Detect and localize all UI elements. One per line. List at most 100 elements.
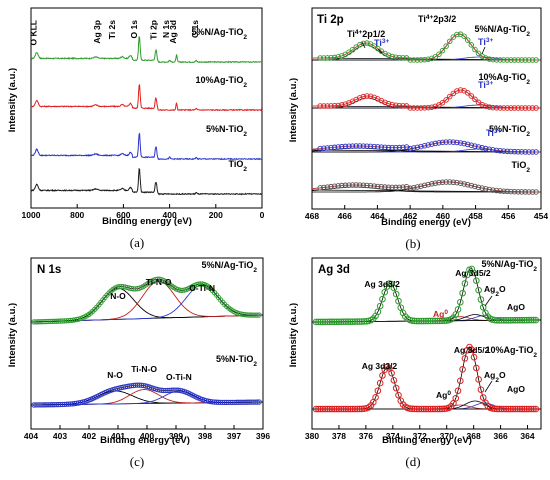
panel-d-data-point [452, 394, 460, 402]
panel-d-data-point [507, 316, 514, 324]
panel-d-data-point [429, 317, 437, 325]
panel-b-data-point [407, 57, 413, 63]
panel-b-data-point [357, 143, 363, 149]
panel-d-data-point [507, 405, 514, 413]
panel-b-data-point [389, 144, 395, 151]
panel-b-data-point [392, 184, 399, 191]
panel-b-data-point [436, 140, 442, 146]
panel-b-data-point [410, 145, 417, 151]
panel-b-data-point [508, 105, 514, 111]
panel-b-data-point [529, 57, 536, 63]
panel-d-data-point [422, 317, 430, 325]
panel-b-data-point [389, 101, 395, 108]
panel-d-data-point [372, 394, 379, 401]
panel-d-data-point [518, 405, 526, 413]
panel-b-data-point [317, 185, 323, 191]
panel-b-data-point [321, 55, 327, 61]
panel-d-data-point [415, 405, 423, 413]
panel-d-data-point [491, 405, 498, 413]
panel-b-data-point [493, 57, 500, 63]
panel-c-component-label: Ti-N-O [146, 277, 172, 287]
panel-b-data-point [396, 102, 403, 109]
panel-c-x-tick-label: 404 [24, 431, 38, 441]
panel-c-x-tick-label: 399 [169, 431, 183, 441]
panel-a-xlabel: Binding energy (eV) [102, 216, 192, 227]
panel-b-x-tick-label: 458 [468, 211, 482, 221]
panel-d-data-point [521, 405, 528, 413]
panel-b-data-point [428, 104, 435, 110]
panel-b-x-tick-label: 460 [436, 211, 450, 221]
panel-a-x-tick-label: 1000 [22, 210, 41, 220]
panel-b-data-point [331, 102, 338, 109]
panel-d-data-point [431, 317, 439, 325]
panel-a-plot-frame [30, 7, 263, 209]
panel-d-data-point [479, 303, 487, 311]
panel-d-data-point [347, 318, 354, 325]
panel-b-data-point [454, 139, 460, 146]
panel-d-data-point [333, 405, 340, 413]
panel-b-data-point [418, 143, 424, 150]
panel-b-data-point [472, 46, 478, 53]
panel-b-data-point [436, 51, 442, 58]
panel-b-data-point [526, 189, 532, 195]
panel-b-data-point [342, 101, 349, 107]
panel-b-data-point [515, 57, 521, 63]
panel-c: Intensity (a.u.) Binding energy (eV) (c)… [7, 257, 270, 469]
panel-b-data-point [414, 105, 421, 111]
panel-b-data-point [357, 95, 363, 101]
panel-d-data-point [516, 316, 524, 324]
panel-b-data-point [421, 105, 428, 111]
panel-d-data-point [530, 316, 537, 324]
panel-b-data-point [335, 144, 341, 150]
panel-b-data-point [511, 148, 518, 155]
panel-a-ylabel: Intensity (a.u.) [7, 68, 18, 132]
panel-d-data-point [319, 405, 327, 413]
panel-d-data-point [511, 316, 519, 324]
panel-d-data-point [349, 318, 356, 325]
panel-d-data-point [347, 405, 354, 413]
panel-d-data-point [395, 391, 402, 399]
panel-b-data-point [324, 184, 331, 190]
panel-b-data-point [328, 103, 334, 109]
panel-b-data-point [446, 38, 453, 45]
panel-b-data-point [511, 57, 518, 63]
panel-d-data-point [326, 318, 334, 326]
panel-b-data-point [526, 57, 532, 63]
panel-b-data-point [400, 184, 406, 190]
panel-d-data-point [454, 387, 462, 395]
panel-d-data-point [457, 377, 464, 385]
panel-d-data-point [523, 405, 531, 413]
panel-d-data-point [495, 405, 503, 413]
panel-d-ago-label: AgO [507, 302, 525, 312]
panel-d-ylabel: Intensity (a.u.) [288, 303, 299, 367]
panel-d-data-point [470, 353, 478, 361]
panel-b-data-point [418, 57, 424, 63]
panel-a-spectrum-3 [30, 167, 263, 196]
panel-b-data-point [486, 104, 493, 110]
panel-a-x-tick-label: 800 [70, 210, 84, 220]
panel-d-main-component-1 [312, 268, 541, 323]
panel-b-data-point [443, 139, 449, 145]
panel-b-data-point [529, 105, 536, 111]
panel-d-data-point [415, 317, 423, 325]
panel-b-data-point [357, 182, 363, 188]
panel-b-data-point [472, 143, 478, 149]
panel-b-data-point [533, 57, 539, 63]
panel-b-series-label: 5%N-TiO2 [489, 124, 530, 138]
panel-b-data-point [446, 139, 453, 145]
panel-b-data-point [385, 144, 392, 151]
panel-d-data-point [406, 405, 414, 412]
panel-a-series-label: 10%Ag-TiO2 [196, 75, 248, 89]
panel-b-data-point [317, 103, 323, 109]
panel-b-ylabel: Intensity (a.u.) [288, 78, 299, 142]
panel-b-series-label: 10%Ag-TiO2 [479, 72, 531, 86]
panel-d-data-point [418, 405, 425, 413]
panel-d-data-point [356, 318, 363, 325]
panel-d-data-point [342, 405, 350, 413]
panel-d-data-point [509, 316, 517, 324]
panel-d-data-point [511, 405, 519, 413]
panel-d-ago-label: AgO [507, 384, 525, 394]
panel-b-data-point [439, 100, 446, 106]
panel-b-fit-envelope [312, 89, 541, 109]
